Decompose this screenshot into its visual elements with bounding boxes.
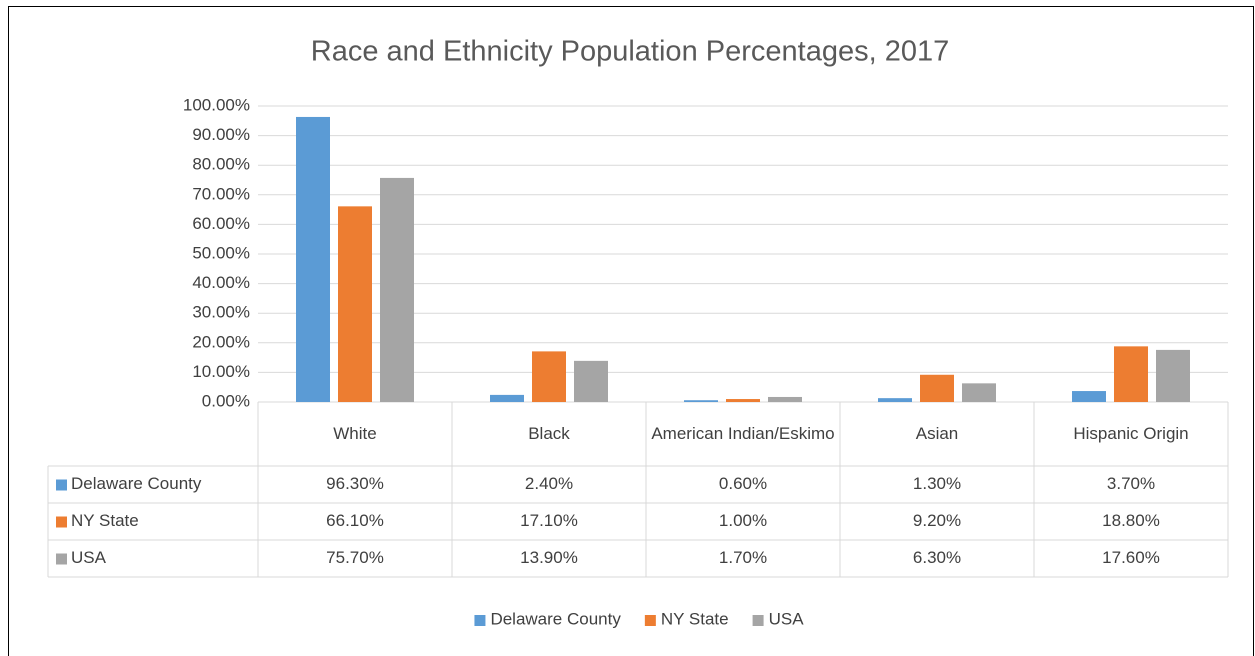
y-tick-label: 90.00%	[192, 125, 250, 144]
x-tick-label-box: White	[333, 424, 377, 443]
table-value: 1.00%	[719, 511, 767, 530]
x-tick-label-box: Hispanic Origin	[1073, 424, 1189, 443]
chart-frame	[8, 6, 1254, 656]
legend-label: NY State	[661, 609, 729, 628]
x-tick-label-box: Black	[528, 424, 570, 443]
y-tick-label: 50.00%	[192, 243, 250, 262]
bar	[878, 398, 912, 402]
bar	[380, 177, 414, 402]
table-value: 3.70%	[1107, 474, 1155, 493]
bar	[768, 396, 802, 402]
y-tick-label: 80.00%	[192, 155, 250, 174]
legend: Delaware County NY State USA	[474, 609, 804, 628]
y-tick-label: 0.00%	[202, 391, 250, 410]
legend-swatch	[644, 615, 656, 626]
x-tick-label: Black	[528, 424, 570, 443]
table-row-label: USA	[71, 548, 107, 567]
table-row-label: NY State	[71, 511, 139, 530]
bar	[574, 360, 608, 402]
table-value: 17.10%	[520, 511, 578, 530]
table-value: 96.30%	[326, 474, 384, 493]
legend-label: Delaware County	[490, 609, 621, 628]
table-value: 1.30%	[913, 474, 961, 493]
legend-label: USA	[769, 609, 805, 628]
y-tick-label: 60.00%	[192, 214, 250, 233]
bar	[338, 206, 372, 402]
table-row-label: Delaware County	[71, 474, 202, 493]
bar	[296, 116, 330, 403]
table-value: 2.40%	[525, 474, 573, 493]
chart-title: Race and Ethnicity Population Percentage…	[311, 36, 949, 68]
x-tick-label: White	[333, 424, 377, 443]
legend-swatch	[752, 615, 764, 626]
legend-swatch	[474, 615, 486, 626]
y-tick-label: 40.00%	[192, 273, 250, 292]
y-tick-label: 100.00%	[183, 95, 250, 114]
table-legend-key	[56, 479, 67, 491]
x-tick-label: Hispanic Origin	[1073, 424, 1189, 443]
bar	[1156, 349, 1190, 402]
bar	[920, 374, 954, 402]
table-value: 6.30%	[913, 548, 961, 567]
table-legend-key	[56, 516, 67, 528]
table-value: 1.70%	[719, 548, 767, 567]
bar	[684, 400, 718, 402]
y-tick-label: 20.00%	[192, 332, 250, 351]
x-tick-label: Asian	[915, 424, 959, 443]
table-value: 66.10%	[326, 511, 384, 530]
x-tick-label-box: American Indian/Eskimo	[651, 424, 835, 443]
table-value: 17.60%	[1102, 548, 1160, 567]
y-tick-label: 70.00%	[192, 184, 250, 203]
bar	[1072, 391, 1106, 402]
table-value: 13.90%	[520, 548, 578, 567]
bar	[490, 394, 524, 402]
x-tick-label: American Indian/Eskimo	[651, 424, 835, 443]
y-tick-label: 10.00%	[192, 362, 250, 381]
table-value: 75.70%	[326, 548, 384, 567]
table-legend-key	[56, 553, 67, 565]
bar	[962, 383, 996, 402]
y-tick-label: 30.00%	[192, 303, 250, 322]
bar	[726, 399, 760, 402]
bar	[1114, 346, 1148, 402]
table-value: 18.80%	[1102, 511, 1160, 530]
bar	[532, 351, 566, 402]
table-value: 9.20%	[913, 511, 961, 530]
x-tick-label-box: Asian	[915, 424, 959, 443]
table-value: 0.60%	[719, 474, 767, 493]
